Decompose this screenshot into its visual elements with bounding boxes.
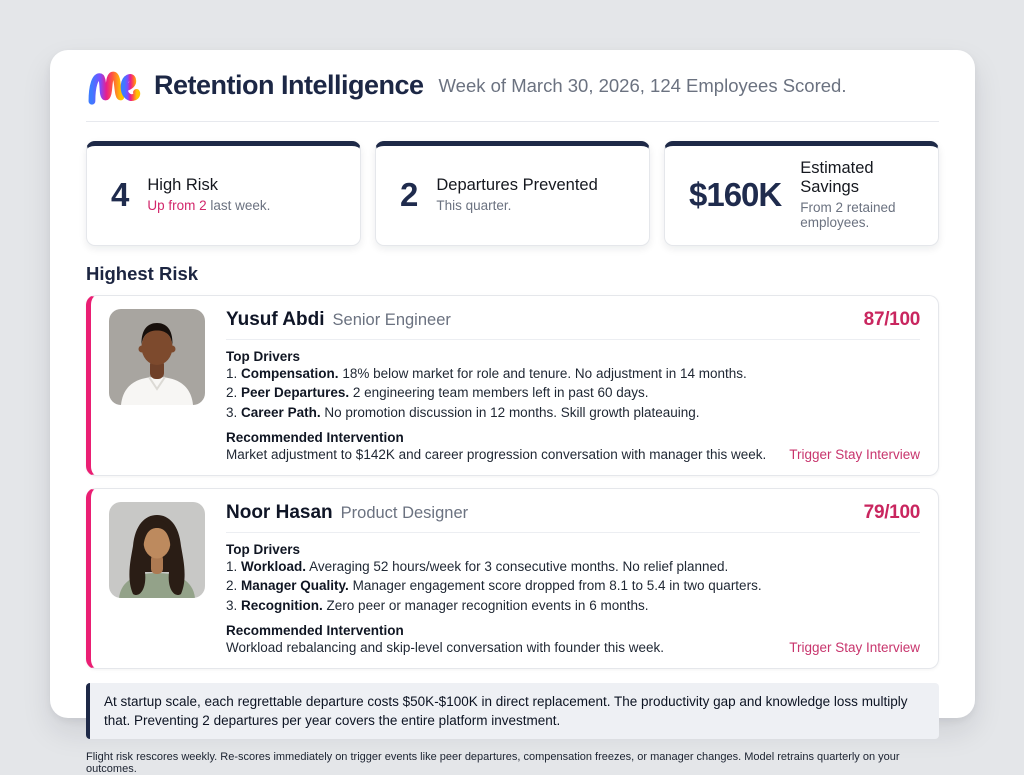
driver-title: Career Path. [241,404,321,420]
stat-label: Departures Prevented [436,176,598,194]
driver-text: 18% below market for role and tenure. No… [342,366,747,381]
driver-text: Zero peer or manager recognition events … [326,597,649,613]
trigger-stay-interview-link[interactable]: Trigger Stay Interview [789,640,920,656]
stat-value: $160K [689,175,782,213]
intervention-text: Workload rebalancing and skip-level conv… [226,640,664,656]
stat-subtext-rest: last week. [206,198,271,213]
driver-title: Manager Quality. [241,578,349,594]
employee-header: Noor Hasan Product Designer 79/100 [226,502,921,534]
dashboard-panel: Retention Intelligence Week of March 30,… [50,50,975,775]
employee-card-noor-hasan: Noor Hasan Product Designer 79/100 Top D… [86,488,939,670]
driver-item: 1. Workload. Averaging 52 hours/week for… [226,558,920,576]
stat-subtext-highlight: Up from 2 [147,198,207,213]
driver-item: 3. Career Path. No promotion discussion … [226,404,920,422]
driver-number: 2. [226,385,238,401]
recommended-intervention-label: Recommended Intervention [226,623,404,639]
stat-card-estimated-savings: $160K Estimated Savings From 2 retained … [664,141,939,246]
employee-card-yusuf-abdi: Yusuf Abdi Senior Engineer 87/100 Top Dr… [86,295,939,477]
employee-role: Product Designer [340,504,469,523]
stat-label: High Risk [147,176,218,194]
employee-header: Yusuf Abdi Senior Engineer 87/100 [226,309,920,340]
employee-name: Yusuf Abdi [226,309,325,330]
stat-subtext: Up from 2 last week. [147,198,270,213]
employee-name: Noor Hasan [226,502,333,524]
driver-title: Workload. [241,559,307,575]
stat-label: Estimated Savings [800,159,874,196]
employee-avatar [109,309,205,405]
driver-number: 2. [226,578,238,594]
recommended-intervention-label: Recommended Intervention [226,430,404,446]
risk-score: 87/100 [863,309,921,330]
driver-item: 3. Recognition. Zero peer or manager rec… [226,597,920,615]
stat-subtext: From 2 retained employees. [800,200,928,230]
driver-title: Peer Departures. [241,385,350,401]
top-drivers-label: Top Drivers [226,542,301,558]
stat-subtext-rest: This quarter. [436,198,512,213]
driver-text: Averaging 52 hours/week for 3 consecutiv… [309,559,729,575]
stat-subtext-rest: From 2 retained employees. [800,200,896,230]
intervention-row: Workload rebalancing and skip-level conv… [226,640,920,655]
cost-note-callout: At startup scale, each regrettable depar… [86,683,939,740]
top-drivers-label: Top Drivers [226,349,301,364]
driver-title: Compensation. [241,366,339,381]
header: Retention Intelligence Week of March 30,… [86,50,939,122]
intervention-row: Market adjustment to $142K and career pr… [226,447,920,462]
stat-value: 2 [400,175,418,213]
brand-logo-icon [86,63,142,109]
trigger-stay-interview-link[interactable]: Trigger Stay Interview [789,447,920,463]
driver-text: No promotion discussion in 12 months. Sk… [324,404,700,420]
driver-text: Manager engagement score dropped from 8.… [352,578,762,594]
stats-row: 4 High Risk Up from 2 last week. 2 Depar… [86,141,939,246]
employee-role: Senior Engineer [332,311,451,329]
driver-title: Recognition. [241,597,323,613]
page-title: Retention Intelligence [154,70,424,100]
page-subtitle: Week of March 30, 2026, 124 Employees Sc… [438,74,847,96]
driver-number: 1. [226,559,238,575]
driver-item: 2. Peer Departures. 2 engineering team m… [226,384,920,402]
stat-card-departures-prevented: 2 Departures Prevented This quarter. [375,141,650,246]
stat-card-high-risk: 4 High Risk Up from 2 last week. [86,141,361,246]
employee-avatar [109,502,205,599]
stat-value: 4 [111,175,129,213]
driver-text: 2 engineering team members left in past … [352,385,649,401]
risk-score: 79/100 [863,502,921,524]
driver-number: 3. [226,597,238,613]
driver-item: 1. Compensation. 18% below market for ro… [226,365,920,383]
driver-number: 1. [226,366,238,381]
intervention-text: Market adjustment to $142K and career pr… [226,447,767,463]
stat-subtext: This quarter. [436,198,597,213]
model-footnote: Flight risk rescores weekly. Re-scores i… [86,751,900,775]
driver-number: 3. [226,404,238,420]
driver-item: 2. Manager Quality. Manager engagement s… [226,577,920,595]
section-heading-highest-risk: Highest Risk [86,263,199,284]
